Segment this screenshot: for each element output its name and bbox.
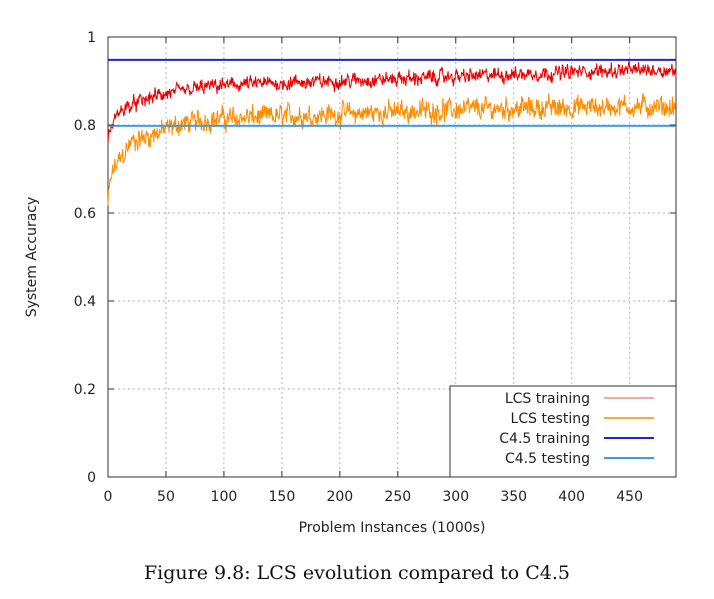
y-tick-label: 0.8 — [74, 118, 96, 134]
x-tick-label: 300 — [442, 489, 469, 505]
x-axis-label: Problem Instances (1000s) — [299, 520, 486, 536]
y-axis-label: System Accuracy — [24, 197, 40, 318]
x-tick-label: 0 — [104, 489, 113, 505]
series-group — [107, 58, 677, 206]
x-tick-label: 150 — [269, 489, 296, 505]
series-line-lcs-training — [107, 60, 677, 145]
plot-area — [107, 36, 677, 478]
x-tick-label: 50 — [157, 489, 175, 505]
x-tick-label: 350 — [500, 489, 527, 505]
x-tick-label: 100 — [211, 489, 238, 505]
y-tick-label: 0 — [87, 470, 96, 486]
x-tick-label: 250 — [384, 489, 411, 505]
x-tick-label: 200 — [326, 489, 353, 505]
x-tick-label: 450 — [616, 489, 643, 505]
legend-label: C4.5 testing — [505, 451, 590, 467]
y-tick-label: 0.4 — [74, 294, 96, 310]
legend-label: LCS testing — [511, 411, 590, 427]
y-axis: 0 0.2 0.4 0.6 0.8 1 — [74, 30, 676, 486]
legend: LCS training LCS testing C4.5 training C4.5… — [449, 385, 677, 478]
y-tick-label: 1 — [87, 30, 96, 46]
x-axis: 0 50 100 150 200 250 300 350 400 450 — [104, 37, 643, 505]
y-tick-label: 0.6 — [74, 206, 96, 222]
x-tick-label: 400 — [558, 489, 585, 505]
legend-label: LCS training — [505, 391, 590, 407]
legend-label: C4.5 training — [499, 431, 590, 447]
legend-box — [449, 385, 677, 478]
chart: 0 50 100 150 200 250 300 350 400 450 0 0.2 0.4 0.6 0.… — [24, 30, 677, 536]
series-line-lcs-testing — [107, 92, 677, 206]
y-tick-label: 0.2 — [74, 382, 96, 398]
figure-caption: Figure 9.8: LCS evolution compared to C4… — [143, 562, 571, 584]
